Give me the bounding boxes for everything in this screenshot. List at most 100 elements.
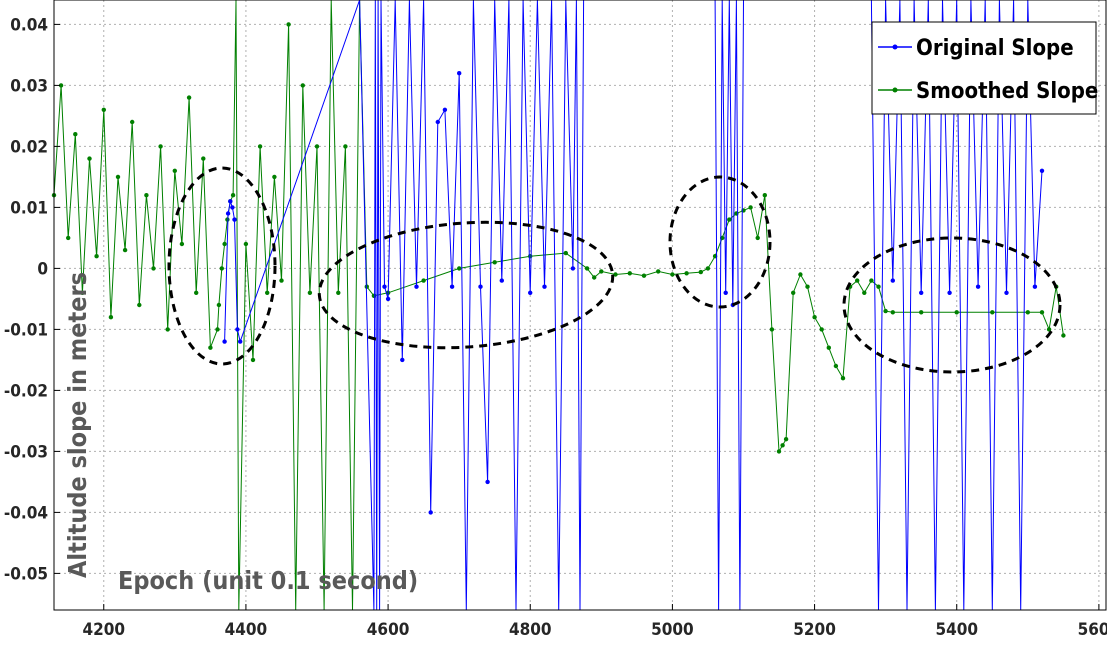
data-point xyxy=(208,346,212,350)
y-tick-label: -0.02 xyxy=(4,381,48,401)
data-point xyxy=(756,236,760,240)
x-tick-label: 5400 xyxy=(935,620,978,640)
data-point xyxy=(891,278,895,282)
data-point xyxy=(436,120,440,124)
data-point xyxy=(308,291,312,295)
data-point xyxy=(87,156,91,160)
data-point xyxy=(493,260,497,264)
data-point xyxy=(812,315,816,319)
data-point xyxy=(414,285,418,289)
data-point xyxy=(130,120,134,124)
data-point xyxy=(201,156,205,160)
legend-marker-original xyxy=(893,45,898,50)
x-tick-label: 4200 xyxy=(82,620,125,640)
data-point xyxy=(73,132,77,136)
data-point xyxy=(386,297,390,301)
y-tick-label: 0.01 xyxy=(10,198,48,218)
data-point xyxy=(748,205,752,209)
data-point xyxy=(372,294,376,298)
data-point xyxy=(272,175,276,179)
data-point xyxy=(1040,169,1044,173)
data-point xyxy=(258,144,262,148)
data-point xyxy=(485,480,489,484)
data-point xyxy=(222,242,226,246)
data-point xyxy=(187,95,191,99)
data-point xyxy=(151,266,155,270)
x-tick-label: 5000 xyxy=(651,620,694,640)
data-point xyxy=(763,193,767,197)
data-point xyxy=(429,510,433,514)
data-point xyxy=(220,266,224,270)
data-point xyxy=(421,278,425,282)
data-point xyxy=(1061,333,1065,337)
data-point xyxy=(1040,310,1044,314)
data-point xyxy=(400,358,404,362)
data-point xyxy=(226,211,230,215)
data-point xyxy=(727,217,731,221)
y-axis-label: Altitude slope in meters xyxy=(63,272,92,578)
data-point xyxy=(834,364,838,368)
data-point xyxy=(976,285,980,289)
legend: Original Slope Smoothed Slope xyxy=(872,22,1098,114)
data-point xyxy=(235,327,239,331)
data-point xyxy=(699,270,703,274)
data-point xyxy=(642,274,646,278)
data-point xyxy=(706,266,710,270)
data-point xyxy=(109,315,113,319)
data-point xyxy=(955,310,959,314)
y-tick-label: -0.05 xyxy=(4,564,48,584)
data-point xyxy=(784,437,788,441)
data-point xyxy=(571,266,575,270)
data-point xyxy=(231,193,235,197)
data-point xyxy=(827,346,831,350)
data-point xyxy=(1033,285,1037,289)
data-point xyxy=(94,254,98,258)
y-tick-label: -0.01 xyxy=(4,320,48,340)
data-point xyxy=(66,236,70,240)
data-point xyxy=(301,83,305,87)
x-tick-label: 4400 xyxy=(225,620,268,640)
y-tick-label: -0.04 xyxy=(4,503,48,523)
data-point xyxy=(116,175,120,179)
data-point xyxy=(564,251,568,255)
legend-label-smoothed: Smoothed Slope xyxy=(916,79,1098,104)
data-point xyxy=(230,205,234,209)
data-point xyxy=(217,303,221,307)
data-point xyxy=(656,269,660,273)
data-point xyxy=(791,291,795,295)
data-point xyxy=(265,291,269,295)
legend-label-original: Original Slope xyxy=(916,36,1074,61)
data-point xyxy=(542,285,546,289)
data-point xyxy=(173,169,177,173)
data-point xyxy=(194,291,198,295)
data-point xyxy=(528,291,532,295)
data-point xyxy=(585,266,589,270)
data-point xyxy=(180,242,184,246)
legend-marker-smoothed xyxy=(893,88,898,93)
data-point xyxy=(137,303,141,307)
data-point xyxy=(102,108,106,112)
data-point xyxy=(244,242,248,246)
data-point xyxy=(443,108,447,112)
data-point xyxy=(1004,291,1008,295)
x-axis-label: Epoch (unit 0.1 second) xyxy=(118,566,418,595)
data-point xyxy=(343,144,347,148)
data-point xyxy=(336,291,340,295)
data-point xyxy=(990,310,994,314)
data-point xyxy=(777,449,781,453)
data-point xyxy=(724,291,728,295)
data-point xyxy=(592,275,596,279)
data-point xyxy=(222,339,226,343)
data-point xyxy=(251,358,255,362)
data-point xyxy=(820,327,824,331)
data-point xyxy=(780,443,784,447)
y-tick-label: -0.03 xyxy=(4,442,48,462)
data-point xyxy=(670,272,674,276)
data-point xyxy=(238,339,242,343)
data-point xyxy=(478,285,482,289)
data-point xyxy=(805,285,809,289)
x-tick-label: 4800 xyxy=(509,620,552,640)
data-point xyxy=(891,310,895,314)
